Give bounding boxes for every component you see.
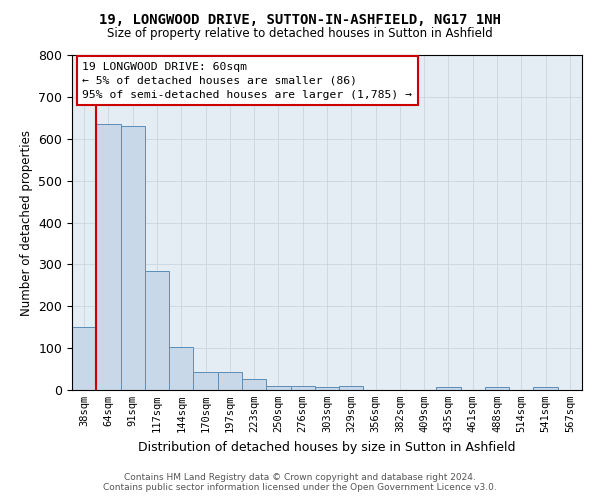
Bar [339, 386, 364, 390]
X-axis label: Distribution of detached houses by size in Sutton in Ashfield: Distribution of detached houses by size … [138, 440, 516, 454]
Bar [169, 348, 193, 390]
Text: 19 LONGWOOD DRIVE: 60sqm
← 5% of detached houses are smaller (86)
95% of semi-de: 19 LONGWOOD DRIVE: 60sqm ← 5% of detache… [82, 62, 412, 100]
Bar [485, 388, 509, 390]
Bar [218, 372, 242, 390]
Bar [533, 387, 558, 390]
Bar [290, 386, 315, 390]
Bar [266, 386, 290, 390]
Bar [436, 388, 461, 390]
Bar [72, 327, 96, 390]
Text: 19, LONGWOOD DRIVE, SUTTON-IN-ASHFIELD, NG17 1NH: 19, LONGWOOD DRIVE, SUTTON-IN-ASHFIELD, … [99, 12, 501, 26]
Bar [315, 386, 339, 390]
Bar [121, 126, 145, 390]
Bar [193, 372, 218, 390]
Bar [145, 270, 169, 390]
Text: Contains HM Land Registry data © Crown copyright and database right 2024.
Contai: Contains HM Land Registry data © Crown c… [103, 473, 497, 492]
Y-axis label: Number of detached properties: Number of detached properties [20, 130, 33, 316]
Text: Size of property relative to detached houses in Sutton in Ashfield: Size of property relative to detached ho… [107, 28, 493, 40]
Bar [96, 124, 121, 390]
Bar [242, 378, 266, 390]
